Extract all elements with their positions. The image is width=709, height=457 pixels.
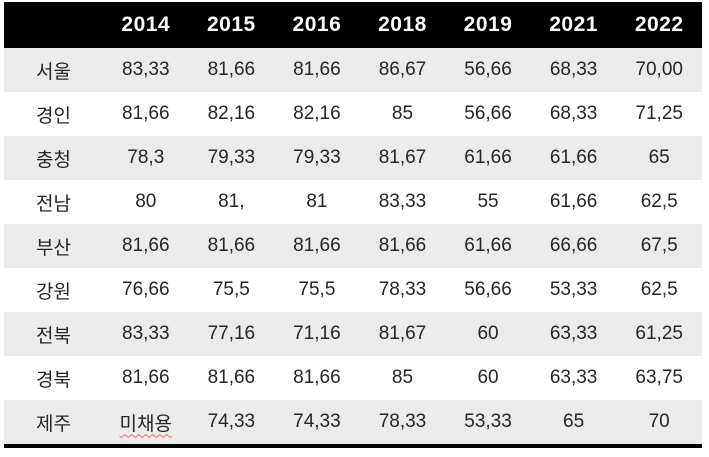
value-cell: 61,66 — [445, 136, 531, 180]
region-cell-busan: 부산 — [4, 224, 103, 268]
header-year-2016: 2016 — [274, 2, 360, 48]
value-cell: 82,16 — [188, 92, 275, 136]
value-cell: 56,66 — [445, 48, 531, 92]
value-cell: 75,5 — [188, 268, 275, 312]
value-cell: 81,66 — [359, 224, 446, 268]
value-cell: 61,66 — [530, 136, 617, 180]
value-cell: 63,33 — [530, 356, 617, 400]
value-cell: 81,67 — [359, 312, 446, 356]
value-cell: 68,33 — [530, 92, 617, 136]
value-cell: 53,33 — [445, 400, 531, 446]
value-cell: 79,33 — [188, 136, 275, 180]
value-cell: 81,66 — [274, 224, 360, 268]
header-corner-cell — [4, 2, 103, 48]
value-cell: 81,66 — [188, 48, 275, 92]
region-cell-jeju: 제주 — [4, 400, 103, 446]
value-cell: 82,16 — [274, 92, 360, 136]
value-cell: 71,25 — [616, 92, 702, 136]
value-cell: 60 — [445, 356, 531, 400]
value-cell: 65 — [616, 136, 702, 180]
region-cell-seoul: 서울 — [4, 48, 103, 92]
value-cell: 85 — [359, 356, 446, 400]
value-cell: 81,66 — [188, 224, 275, 268]
value-cell: 61,66 — [445, 224, 531, 268]
value-cell: 83,33 — [103, 312, 189, 356]
region-cell-gyeongbuk: 경북 — [4, 356, 103, 400]
value-cell: 81,66 — [103, 356, 189, 400]
table-row-busan: 부산 81,66 81,66 81,66 81,66 61,66 66,66 6… — [4, 224, 702, 268]
value-cell: 78,33 — [359, 268, 446, 312]
value-cell: 78,33 — [359, 400, 446, 446]
value-cell: 85 — [359, 92, 446, 136]
table-row-jeonbuk: 전북 83,33 77,16 71,16 81,67 60 63,33 61,2… — [4, 312, 702, 356]
value-cell: 62,5 — [616, 268, 702, 312]
value-cell: 63,75 — [616, 356, 702, 400]
value-cell: 79,33 — [274, 136, 360, 180]
table-row-jeonnam: 전남 80 81, 81 83,33 55 61,66 62,5 — [4, 180, 702, 224]
value-cell: 미채용 — [103, 400, 189, 446]
table-row-gyeongbuk: 경북 81,66 81,66 81,66 85 60 63,33 63,75 — [4, 356, 702, 400]
header-row: 2014 2015 2016 2018 2019 2021 2022 — [4, 2, 702, 48]
table-row-gyeongin: 경인 81,66 82,16 82,16 85 56,66 68,33 71,2… — [4, 92, 702, 136]
value-cell: 71,16 — [274, 312, 360, 356]
value-cell: 81,66 — [103, 224, 189, 268]
region-cell-chungcheong: 충청 — [4, 136, 103, 180]
header-year-2019: 2019 — [445, 2, 531, 48]
misspelled-word[interactable]: 미채용 — [119, 413, 172, 435]
value-cell: 62,5 — [616, 180, 702, 224]
value-cell: 86,67 — [359, 48, 446, 92]
value-cell: 74,33 — [274, 400, 360, 446]
header-year-2014: 2014 — [103, 2, 189, 48]
value-cell: 70,00 — [616, 48, 702, 92]
value-cell: 60 — [445, 312, 531, 356]
region-cell-jeonnam: 전남 — [4, 180, 103, 224]
value-cell: 81,66 — [103, 92, 189, 136]
region-cell-gangwon: 강원 — [4, 268, 103, 312]
value-cell: 56,66 — [445, 268, 531, 312]
value-cell: 61,25 — [616, 312, 702, 356]
value-cell: 65 — [530, 400, 617, 446]
value-cell: 63,33 — [530, 312, 617, 356]
value-cell: 74,33 — [188, 400, 275, 446]
region-cell-jeonbuk: 전북 — [4, 312, 103, 356]
value-cell: 61,66 — [530, 180, 617, 224]
value-cell: 80 — [103, 180, 189, 224]
regional-yearly-data-table: 2014 2015 2016 2018 2019 2021 2022 서울 83… — [4, 2, 702, 448]
value-cell: 78,3 — [103, 136, 189, 180]
value-cell: 55 — [445, 180, 531, 224]
value-cell: 81 — [274, 180, 360, 224]
value-cell: 66,66 — [530, 224, 617, 268]
table-row-gangwon: 강원 76,66 75,5 75,5 78,33 56,66 53,33 62,… — [4, 268, 702, 312]
value-cell: 70 — [616, 400, 702, 446]
header-year-2015: 2015 — [188, 2, 275, 48]
table-row-chungcheong: 충청 78,3 79,33 79,33 81,67 61,66 61,66 65 — [4, 136, 702, 180]
value-cell: 77,16 — [188, 312, 275, 356]
value-cell: 81,67 — [359, 136, 446, 180]
value-cell: 75,5 — [274, 268, 360, 312]
value-cell: 81,66 — [274, 356, 360, 400]
value-cell: 76,66 — [103, 268, 189, 312]
header-year-2018: 2018 — [359, 2, 446, 48]
value-cell: 53,33 — [530, 268, 617, 312]
value-cell: 67,5 — [616, 224, 702, 268]
value-cell: 68,33 — [530, 48, 617, 92]
table-row-jeju: 제주 미채용 74,33 74,33 78,33 53,33 65 70 — [4, 400, 702, 446]
value-cell: 81, — [188, 180, 275, 224]
value-cell: 81,66 — [274, 48, 360, 92]
value-cell: 83,33 — [359, 180, 446, 224]
table-row-seoul: 서울 83,33 81,66 81,66 86,67 56,66 68,33 7… — [4, 48, 702, 92]
value-cell: 81,66 — [188, 356, 275, 400]
value-cell: 56,66 — [445, 92, 531, 136]
header-year-2021: 2021 — [530, 2, 617, 48]
header-year-2022: 2022 — [616, 2, 702, 48]
region-cell-gyeongin: 경인 — [4, 92, 103, 136]
value-cell: 83,33 — [103, 48, 189, 92]
